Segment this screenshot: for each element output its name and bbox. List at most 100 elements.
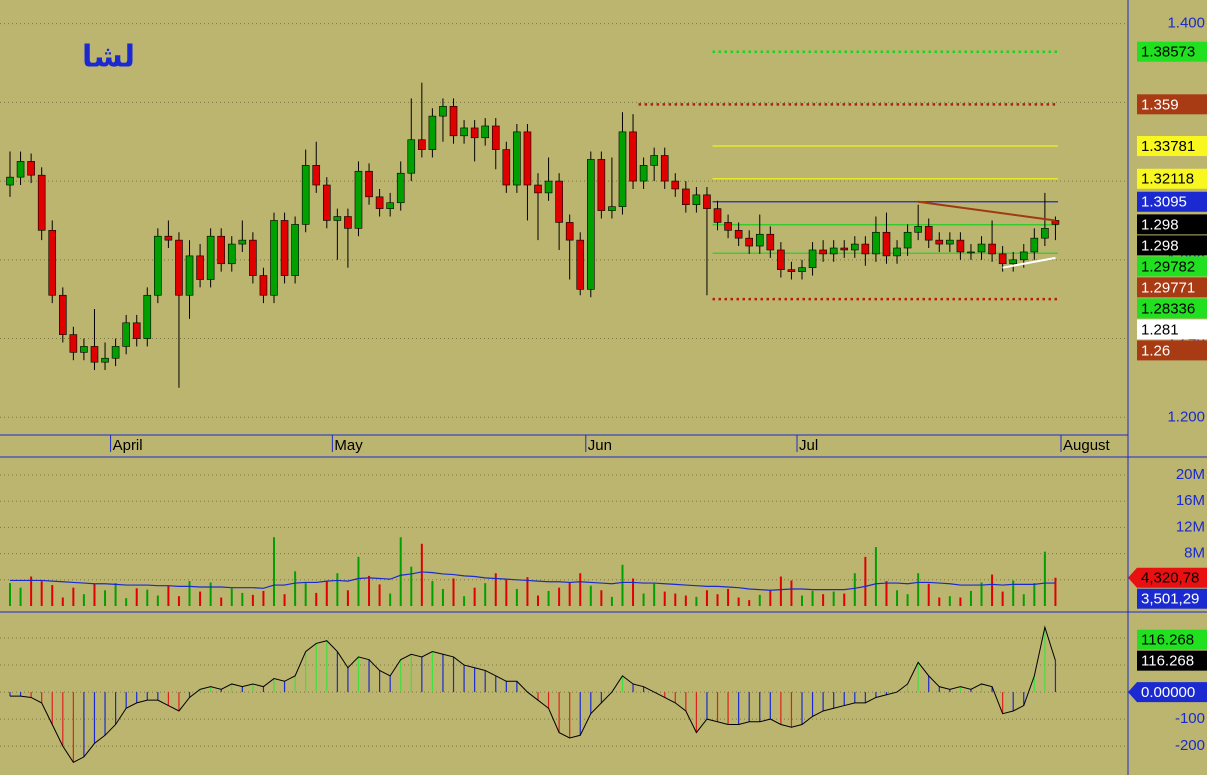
candle-body xyxy=(322,184,331,221)
y-tick-label: 8M xyxy=(1184,545,1205,562)
price-tag-label: 1.298 xyxy=(1141,216,1179,233)
candle-body xyxy=(882,231,891,257)
price-tag-label: 1.359 xyxy=(1141,96,1179,113)
candle-body xyxy=(671,180,680,190)
price-tag xyxy=(1137,629,1207,650)
price-tag-label: 1.3095 xyxy=(1141,194,1187,211)
candle-body xyxy=(386,202,394,209)
candle-body xyxy=(58,294,67,335)
candle-body xyxy=(787,269,796,272)
candle-body xyxy=(586,159,595,290)
candle-body xyxy=(90,346,99,363)
price-tag-label: 1.38573 xyxy=(1141,44,1195,61)
candle-body xyxy=(798,267,806,272)
price-tag-label: 3,501,29 xyxy=(1141,591,1199,608)
y-tick-label: 16M xyxy=(1176,492,1205,509)
candle-body xyxy=(418,139,426,150)
price-tag-label: 116.268 xyxy=(1141,632,1194,649)
y-tick-label: -200 xyxy=(1175,737,1205,754)
candle-body xyxy=(597,159,606,211)
candle-body xyxy=(692,194,701,206)
candle-body xyxy=(755,233,764,247)
price-tag xyxy=(1137,214,1207,235)
price-tag xyxy=(1137,298,1207,319)
price-tag-label: 1.29771 xyxy=(1141,279,1195,296)
candle-body xyxy=(576,239,585,290)
candle-body xyxy=(280,220,289,276)
plot-layer: 1.4001.3601.3201.2801.2401.200AprilMayJu… xyxy=(0,15,1205,763)
candle-body xyxy=(914,226,922,233)
price-tag xyxy=(1137,94,1207,115)
candle-body xyxy=(1030,237,1039,253)
price-tag-label: 1.29782 xyxy=(1141,258,1195,275)
candle-body xyxy=(523,131,532,186)
price-tag xyxy=(1137,319,1207,340)
candle-body xyxy=(449,105,458,137)
volume-average xyxy=(10,571,1056,591)
candle-body xyxy=(1041,228,1049,239)
candle-body xyxy=(396,172,405,204)
price-tag xyxy=(1137,191,1207,212)
candle-body xyxy=(544,180,553,194)
y-tick-label: 12M xyxy=(1176,518,1205,535)
price-tag-label: 0.00000 xyxy=(1141,684,1195,701)
price-tag-label: 1.33781 xyxy=(1141,138,1195,155)
candle-body xyxy=(660,155,669,182)
price-tag-label: 4,320,78 xyxy=(1141,570,1199,587)
candle-body xyxy=(291,224,299,276)
price-tag-label: 116.268 xyxy=(1141,653,1194,670)
candle-body xyxy=(101,357,109,363)
candle-body xyxy=(840,247,849,251)
candle-body xyxy=(608,206,616,211)
price-tag-label: 1.281 xyxy=(1141,321,1179,338)
candle-body xyxy=(745,237,754,247)
candle-body xyxy=(956,239,965,253)
price-tag-label: 1.26 xyxy=(1141,342,1170,359)
candle-body xyxy=(829,247,838,255)
candle-body xyxy=(724,222,732,231)
candle-body xyxy=(143,294,152,339)
candle-body xyxy=(893,247,901,257)
y-tick-label: 1.400 xyxy=(1167,15,1205,32)
candle-body xyxy=(48,229,57,296)
candle-body xyxy=(629,131,637,182)
candle-body xyxy=(69,334,78,353)
candle-body xyxy=(734,229,743,239)
candle-body xyxy=(407,139,416,174)
candle-body xyxy=(6,176,14,186)
oscillator-line xyxy=(10,625,1056,763)
candle-body xyxy=(439,105,447,117)
candle-body xyxy=(270,220,278,296)
candle-body xyxy=(502,149,511,186)
candle-body xyxy=(80,346,88,353)
x-tick-label: August xyxy=(1063,437,1111,454)
candle-body xyxy=(565,222,574,241)
candle-body xyxy=(37,174,46,231)
candle-body xyxy=(312,165,321,186)
candle-body xyxy=(872,231,880,255)
candle-body xyxy=(206,235,215,280)
candle-body xyxy=(682,188,690,206)
y-tick-label: 1.200 xyxy=(1167,408,1205,425)
x-tick-label: Jul xyxy=(799,437,818,454)
candle-body xyxy=(766,233,775,251)
candle-body xyxy=(534,184,542,194)
candle-body xyxy=(481,125,490,139)
candle-body xyxy=(122,322,130,347)
trend-line xyxy=(918,200,1056,222)
candle-body xyxy=(132,322,141,339)
candle-body xyxy=(16,161,25,178)
candle-body xyxy=(988,243,996,255)
price-tag xyxy=(1137,588,1207,609)
candle-body xyxy=(924,226,933,241)
candle-body xyxy=(175,239,183,296)
y-tick-label: 20M xyxy=(1176,466,1205,483)
candle-body xyxy=(555,180,563,223)
price-tag xyxy=(1137,340,1207,361)
price-tag-label: 1.28336 xyxy=(1141,300,1195,317)
candle-body xyxy=(998,253,1007,265)
candle-body xyxy=(238,239,247,245)
candle-body xyxy=(935,239,944,245)
